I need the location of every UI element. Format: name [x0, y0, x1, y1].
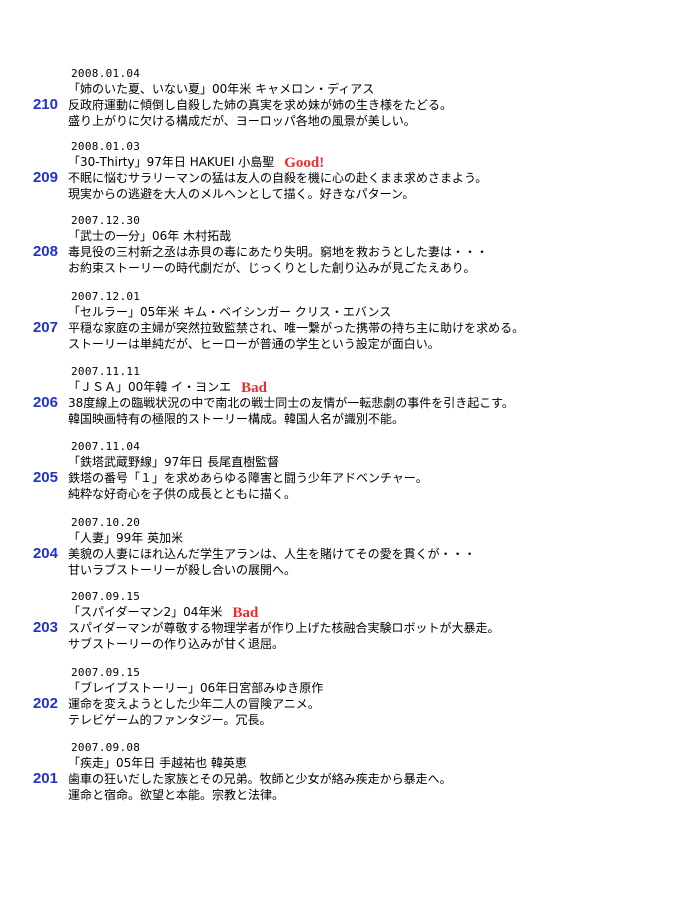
entry-title: 「セルラー」05年米 キム・ベイシンガー クリス・エバンス	[68, 305, 392, 319]
entry-date: 2007.12.30	[71, 214, 141, 227]
entry-synopsis: 38度線上の臨戦状況の中で南北の戦士同士の友情が一転悲劇の事件を引き起こす。	[68, 396, 514, 410]
rating-badge: Bad	[241, 380, 267, 396]
entry-synopsis: 美貌の人妻にほれ込んだ学生アランは、人生を賭けてその愛を貫くが・・・	[68, 547, 476, 561]
entry-title: 「スパイダーマン2」04年米	[68, 605, 223, 619]
entry-date: 2008.01.03	[71, 140, 141, 153]
entry-heading-row: 「姉のいた夏、いない夏」00年米 キャメロン・ディアス	[68, 81, 374, 97]
entry-heading-row: 「30-Thirty」97年日 HAKUEI 小島聖 Good!	[68, 154, 324, 171]
entry-number: 208	[32, 243, 58, 260]
log-entry: 205 2007.11.04 「鉄塔武蔵野線」97年日 長尾直樹監督鉄塔の番号「１」…	[0, 440, 680, 512]
entry-synopsis: 運命を変えようとした少年二人の冒険アニメ。	[68, 697, 320, 711]
entry-title: 「姉のいた夏、いない夏」00年米 キャメロン・ディアス	[68, 82, 375, 96]
log-entry: 202 2007.09.15 「ブレイブストーリー」06年日宮部みゆき原作 運命を変え…	[0, 666, 680, 738]
log-entry: 206 2007.11.11 「ＪＳＡ」00年韓 イ・ヨンエ Bad 38度線上の臨戦状…	[0, 365, 680, 437]
entry-comment: 盛り上がりに欠ける構成だが、ヨーロッパ各地の風景が美しい。	[68, 114, 416, 128]
entry-comment: お約束ストーリーの時代劇だが、じっくりとした創り込みが見ごたえあり。	[68, 261, 476, 275]
entry-number: 201	[32, 770, 58, 787]
entry-heading-row: 「武士の一分」06年 木村拓哉	[68, 228, 231, 244]
entry-number: 203	[32, 619, 58, 636]
entry-number: 209	[32, 169, 58, 186]
entry-number: 206	[32, 394, 58, 411]
entry-title: 「武士の一分」06年 木村拓哉	[68, 229, 232, 243]
entry-number: 207	[32, 319, 58, 336]
entry-synopsis: スパイダーマンが尊敬する物理学者が作り上げた核融合実験ロボットが大暴走。	[68, 621, 500, 635]
entry-date: 2007.11.11	[71, 365, 141, 378]
entry-synopsis: 不眠に悩むサラリーマンの猛は友人の自殺を機に心の赴くまま求めさまよう。	[68, 171, 488, 185]
entry-number: 202	[32, 695, 58, 712]
entry-comment: 甘いラブストーリーが殺し合いの展開へ。	[68, 563, 297, 577]
log-entry: 203 2007.09.15 「スパイダーマン2」04年米 Bad スパイダーマンが尊敬…	[0, 590, 680, 662]
entry-heading-row: 「ブレイブストーリー」06年日宮部みゆき原作	[68, 680, 323, 696]
entry-date: 2007.10.20	[71, 516, 141, 529]
entry-comment: 韓国映画特有の極限的ストーリー構成。韓国人名が識別不能。	[68, 412, 405, 426]
entry-heading-row: 「ＪＳＡ」00年韓 イ・ヨンエ Bad	[68, 379, 267, 396]
rating-badge: Bad	[232, 605, 259, 621]
entry-heading-row: 「鉄塔武蔵野線」97年日 長尾直樹監督	[68, 454, 279, 470]
entry-date: 2008.01.04	[71, 67, 141, 80]
entry-comment: サブストーリーの作り込みが甘く退屈。	[68, 637, 285, 651]
entry-comment: ストーリーは単純だが、ヒーローが普通の学生という設定が面白い。	[68, 337, 440, 351]
log-entry: 210 2008.01.04 「姉のいた夏、いない夏」00年米 キャメロン・ディアス…	[0, 67, 680, 139]
rating-badge: Good!	[284, 155, 325, 171]
log-entry: 208 2007.12.30 「武士の一分」06年 木村拓哉毒見役の三村新之丞は赤貝…	[0, 214, 680, 286]
entry-number: 210	[32, 96, 58, 113]
log-entry: 209 2008.01.03 「30-Thirty」97年日 HAKUEI 小島聖 G…	[0, 140, 680, 212]
entry-date: 2007.09.08	[71, 741, 141, 754]
entry-title: 「疾走」05年日 手越祐也 韓英恵	[68, 756, 247, 770]
entry-date: 2007.09.15	[71, 666, 141, 679]
entry-heading-row: 「スパイダーマン2」04年米 Bad	[68, 604, 258, 621]
entry-comment: 運命と宿命。欲望と本能。宗教と法律。	[68, 788, 285, 802]
entry-date: 2007.11.04	[71, 440, 141, 453]
entry-heading-row: 「セルラー」05年米 キム・ベイシンガー クリス・エバンス	[68, 304, 391, 320]
entry-title: 「鉄塔武蔵野線」97年日 長尾直樹監督	[68, 455, 280, 469]
entry-synopsis: 鉄塔の番号「１」を求めあらゆる障害と闘う少年アドベンチャー。	[68, 471, 428, 485]
entry-comment: 純粋な好奇心を子供の成長とともに描く。	[68, 487, 297, 501]
entry-date: 2007.12.01	[71, 290, 141, 303]
entry-title: 「ブレイブストーリー」06年日宮部みゆき原作	[68, 681, 324, 695]
entry-synopsis: 反政府運動に傾倒し自殺した姉の真実を求め妹が姉の生き様をたどる。	[68, 98, 453, 112]
entry-title: 「ＪＳＡ」00年韓 イ・ヨンエ	[68, 380, 232, 394]
log-entry: 201 2007.09.08 「疾走」05年日 手越祐也 韓英恵歯車の狂いだした家族…	[0, 741, 680, 813]
entry-synopsis: 毒見役の三村新之丞は赤貝の毒にあたり失明。窮地を救おうとした妻は・・・	[68, 245, 489, 259]
entry-title: 「人妻」99年 英加米	[68, 531, 184, 545]
entry-synopsis: 歯車の狂いだした家族とその兄弟。牧師と少女が絡み疾走から暴走へ。	[68, 772, 452, 786]
entry-heading-row: 「疾走」05年日 手越祐也 韓英恵	[68, 755, 247, 771]
entry-date: 2007.09.15	[71, 590, 141, 603]
entry-synopsis: 平穏な家庭の主婦が突然拉致監禁され、唯一繋がった携帯の持ち主に助けを求める。	[68, 321, 525, 335]
log-entry: 207 2007.12.01 「セルラー」05年米 キム・ベイシンガー クリス・エバ…	[0, 290, 680, 362]
entry-comment: 現実からの逃避を大人のメルヘンとして描く。好きなパターン。	[68, 187, 415, 201]
entry-heading-row: 「人妻」99年 英加米	[68, 530, 183, 546]
entry-number: 204	[32, 545, 58, 562]
entry-number: 205	[32, 469, 58, 486]
entry-comment: テレビゲーム的ファンタジー。冗長。	[68, 713, 272, 727]
entry-title: 「30-Thirty」97年日 HAKUEI 小島聖	[68, 155, 275, 169]
log-entry: 204 2007.10.20 「人妻」99年 英加米美貌の人妻にほれ込んだ学生アラン…	[0, 516, 680, 588]
